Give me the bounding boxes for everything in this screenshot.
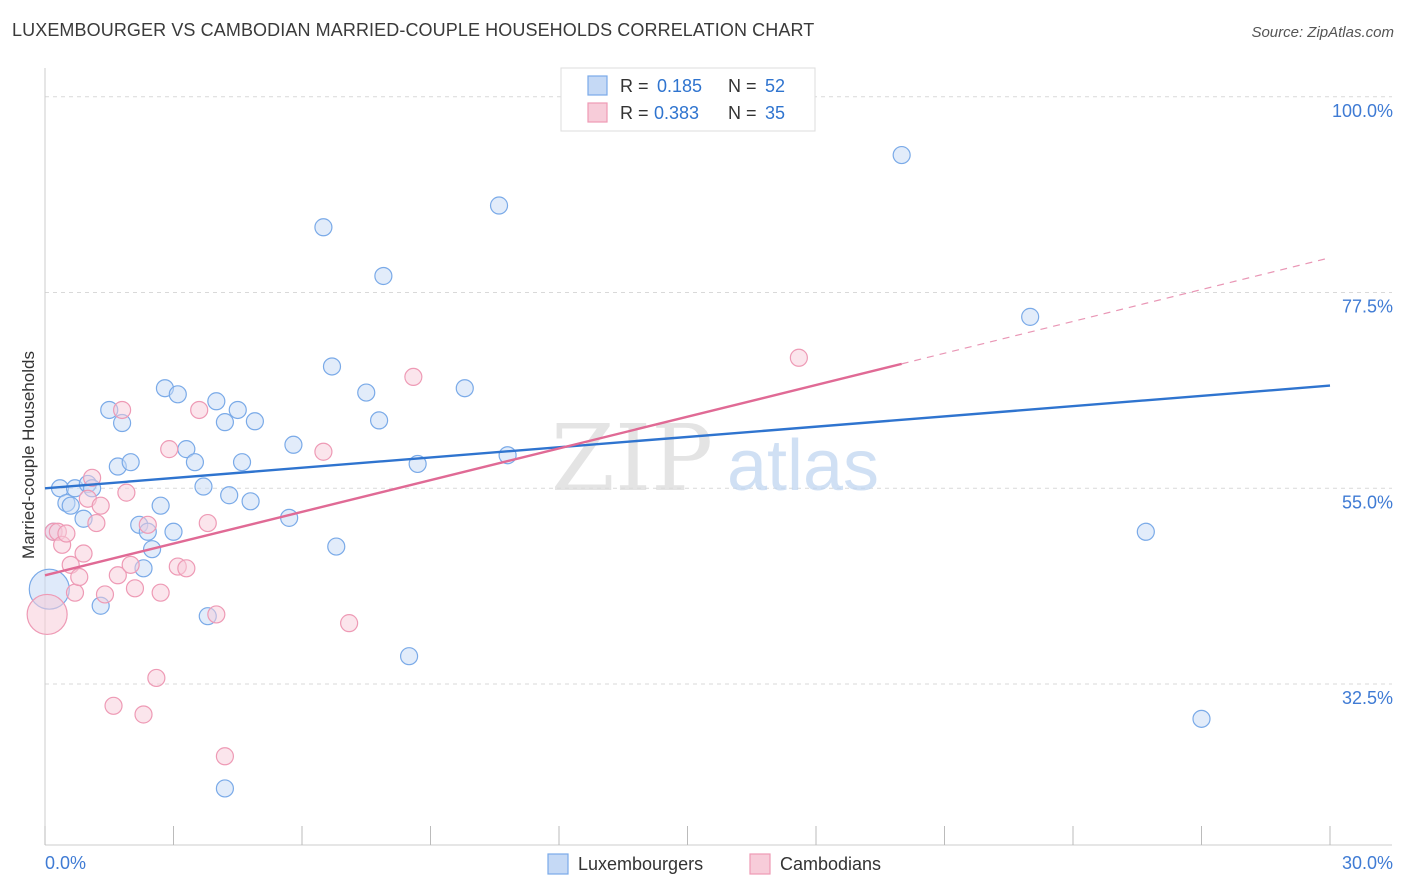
luxembourgers-point-4 [61, 496, 80, 515]
luxembourgers-point-31 [241, 492, 260, 511]
luxembourgers-point-21 [168, 385, 187, 404]
legend-r-label-1: R = [620, 103, 649, 123]
luxembourgers-point-26 [207, 392, 226, 411]
luxembourgers-point-20 [164, 522, 183, 541]
luxembourgers-point-23 [185, 453, 205, 472]
gridlines [45, 96, 1392, 685]
cambodians-point-8 [74, 544, 93, 563]
legend-swatch-cambodians [587, 102, 608, 123]
cambodians-point-33 [404, 367, 423, 387]
cambodians-point-15 [108, 566, 127, 585]
luxembourgers-point-46 [215, 779, 234, 798]
legend-r-value-0: 0.185 [657, 76, 702, 96]
x-tick-labels: 0.0% 30.0% [45, 853, 1393, 873]
series-legend-label-luxembourgers: Luxembourgers [578, 854, 703, 874]
luxembourgers-point-50 [1192, 709, 1211, 728]
cambodians-point-27 [190, 400, 209, 420]
cambodians-point-30 [215, 747, 234, 766]
luxembourgers-point-36 [322, 357, 342, 376]
luxembourgers-point-24 [194, 477, 213, 496]
series-legend-label-cambodians: Cambodians [780, 854, 881, 874]
cambodians-point-20 [134, 705, 153, 724]
legend-n-value-0: 52 [765, 76, 785, 96]
cambodians-point-0 [26, 593, 68, 636]
cambodians-point-16 [112, 400, 132, 420]
legend-n-label-0: N = [728, 76, 757, 96]
trend-lines [44, 257, 1331, 577]
luxembourgers-point-49 [1136, 522, 1155, 541]
y-tick-label-2: 77.5% [1342, 297, 1393, 317]
series-legend: Luxembourgers Cambodians [547, 853, 881, 875]
cambodians-point-28 [198, 513, 217, 533]
cambodians-point-11 [87, 513, 106, 533]
cambodians-point-34 [789, 348, 808, 367]
luxembourgers-point-39 [370, 411, 389, 430]
luxembourgers-point-33 [280, 508, 299, 527]
cambodians-point-19 [125, 579, 145, 598]
cambodians-point-29 [207, 605, 226, 624]
source-label: Source: ZipAtlas.com [1251, 24, 1394, 41]
legend-n-value-1: 35 [765, 103, 785, 123]
luxembourgers-point-40 [374, 266, 393, 286]
cambodians-point-23 [151, 583, 170, 602]
cambodians-point-32 [340, 614, 359, 633]
series-cambodians-points [26, 348, 808, 766]
luxembourgers-point-27 [215, 413, 234, 432]
cambodians-point-24 [160, 440, 179, 459]
luxembourgers-point-38 [357, 383, 376, 402]
legend-r-label-0: R = [620, 76, 649, 96]
luxembourgers-point-30 [232, 453, 252, 472]
legend-swatch-luxembourgers [587, 75, 608, 96]
cambodians-trend-line [44, 362, 902, 577]
luxembourgers-point-29 [228, 400, 247, 420]
x-tick-label-0: 0.0% [45, 853, 86, 873]
cambodians-point-7 [70, 567, 89, 587]
luxembourgers-point-47 [892, 145, 911, 165]
y-tick-label-3: 100.0% [1332, 101, 1393, 121]
cambodians-point-22 [147, 668, 166, 688]
cambodians-point-10 [83, 468, 102, 487]
y-axis-label: Married-couple Households [19, 351, 38, 559]
legend-n-label-1: N = [728, 103, 757, 123]
axes [44, 68, 1392, 846]
luxembourgers-point-37 [327, 537, 346, 556]
luxembourgers-point-28 [220, 486, 239, 505]
luxembourgers-point-44 [489, 196, 509, 215]
cambodians-point-21 [138, 515, 157, 534]
luxembourgers-point-41 [399, 647, 419, 666]
y-tick-labels: 32.5% 55.0% 77.5% 100.0% [1332, 101, 1393, 708]
legend-r-value-1: 0.383 [654, 103, 699, 123]
luxembourgers-point-13 [121, 453, 140, 472]
stats-legend: R = 0.185 N = 52 R = 0.383 N = 35 [560, 67, 816, 132]
cambodians-point-14 [104, 696, 123, 715]
luxembourgers-point-34 [284, 435, 303, 454]
series-legend-swatch-luxembourgers [547, 853, 569, 875]
chart-title: LUXEMBOURGER VS CAMBODIAN MARRIED-COUPLE… [12, 20, 815, 40]
cambodians-point-31 [314, 442, 333, 461]
x-tick-label-1: 30.0% [1342, 853, 1393, 873]
y-tick-label-0: 32.5% [1342, 688, 1393, 708]
cambodians-point-13 [95, 585, 115, 604]
luxembourgers-point-35 [314, 218, 333, 237]
cambodians-point-18 [121, 555, 140, 574]
cambodians-point-17 [117, 483, 136, 502]
luxembourgers-point-32 [245, 412, 264, 431]
series-legend-swatch-cambodians [749, 853, 771, 875]
luxembourgers-point-43 [455, 379, 474, 398]
y-tick-label-1: 55.0% [1342, 492, 1393, 512]
cambodians-trend-extension [901, 257, 1331, 365]
luxembourgers-point-48 [1021, 307, 1040, 326]
cambodians-point-4 [57, 524, 76, 543]
cambodians-point-26 [177, 559, 196, 578]
watermark-zip: ZIP [551, 405, 713, 512]
luxembourgers-trend-line [44, 384, 1331, 490]
cambodians-point-12 [91, 496, 110, 515]
cambodians-point-6 [65, 583, 85, 602]
watermark-atlas: atlas [727, 426, 879, 506]
luxembourgers-point-18 [151, 496, 170, 515]
